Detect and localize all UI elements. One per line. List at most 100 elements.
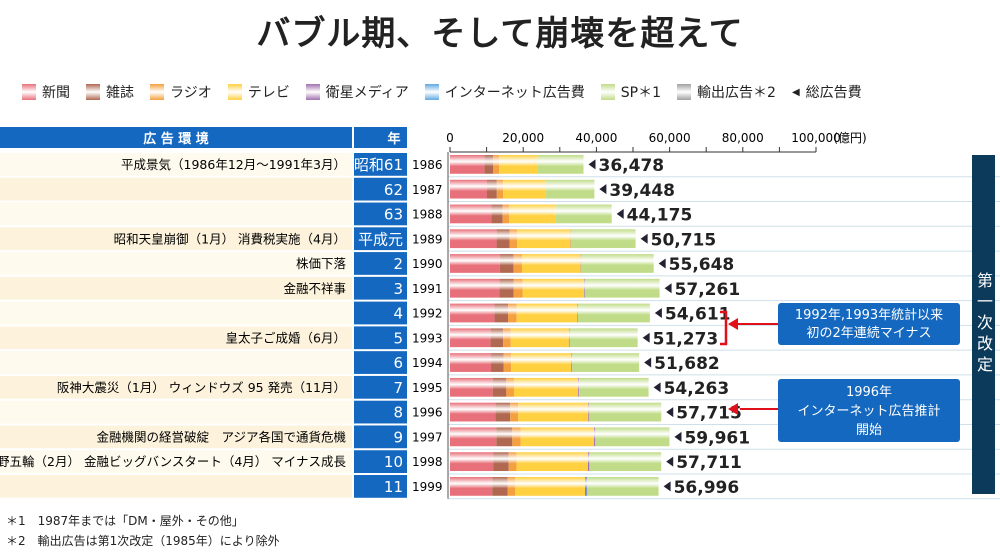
legend-swatch	[424, 84, 439, 100]
bar-segment-テレビ	[499, 155, 538, 174]
side-label-box: 第一次改定	[972, 155, 995, 494]
annotation-text: 1996年	[846, 385, 892, 400]
x-tick-label: 80,000	[722, 131, 764, 145]
bar-segment-新聞	[450, 477, 493, 496]
bar-segment-ラジオ	[496, 179, 504, 199]
event-label: 長野五輪（2月） 金融ビッグバンスタート（4月） マイナス成長	[0, 454, 346, 469]
total-marker	[658, 258, 666, 269]
annotation-text: 1992年,1993年統計以来	[795, 307, 943, 323]
bar-segment-新聞	[450, 254, 500, 273]
bar-segment-新聞	[450, 377, 493, 397]
event-cell	[0, 252, 352, 275]
bar-segment-テレビ	[503, 179, 546, 199]
bar-segment-新聞	[450, 402, 496, 422]
bar-segment-SP＊1	[577, 303, 650, 323]
bar-segment-雑誌	[492, 377, 507, 397]
year-label: 1992	[412, 307, 443, 321]
bar-segment-衛星メディア	[587, 452, 590, 472]
era-label: 平成元	[358, 230, 403, 248]
event-cell	[0, 177, 352, 201]
bar-segment-雑誌	[499, 278, 514, 298]
x-tick-label: 20,000	[502, 131, 544, 145]
total-marker	[588, 159, 596, 170]
bar-segment-テレビ	[510, 328, 569, 348]
bar-segment-ラジオ	[510, 402, 519, 422]
legend-item: ◀ 総広告費	[792, 82, 862, 102]
bar-segment-SP＊1	[537, 155, 584, 174]
annotation-text: 初の2年連続マイナス	[806, 326, 931, 341]
legend-item: ラジオ	[150, 82, 212, 102]
legend-label: テレビ	[247, 85, 290, 101]
event-cell	[0, 475, 352, 498]
era-label: 3	[393, 280, 403, 298]
bar-segment-雑誌	[491, 204, 503, 224]
bar-segment-SP＊1	[545, 179, 595, 199]
era-cell	[354, 326, 407, 350]
x-tick-label: 40,000	[575, 131, 617, 145]
side-label: 第一次改定	[974, 272, 993, 377]
era-label: 10	[384, 453, 403, 471]
total-marker	[674, 431, 682, 442]
bar-segment-SP＊1	[569, 328, 638, 348]
bar-segment-新聞	[450, 278, 500, 298]
bar-segment-ラジオ	[503, 353, 512, 372]
era-label: 62	[384, 181, 403, 199]
bar-segment-テレビ	[521, 254, 581, 273]
bar-segment-衛星メディア	[571, 353, 573, 372]
total-label: 50,715	[651, 230, 717, 250]
arrow-head	[728, 403, 738, 415]
event-label: 阪神大震災（1月） ウィンドウズ 95 発売（11月）	[57, 380, 346, 395]
bar-segment-新聞	[450, 452, 494, 472]
bar-segment-新聞	[450, 179, 487, 199]
total-label: 39,448	[609, 181, 675, 201]
bar-segment-衛星メディア	[583, 278, 585, 298]
year-label: 1990	[412, 257, 443, 271]
event-cell	[0, 425, 352, 449]
era-label: 6	[393, 354, 403, 372]
legend-swatch	[150, 84, 164, 100]
total-label: 56,996	[674, 478, 740, 498]
legend-label: 新聞	[42, 85, 70, 101]
bar-segment-衛星メディア	[588, 402, 590, 422]
event-cell	[0, 301, 352, 325]
event-label: 皇太子ご成婚（6月）	[226, 330, 346, 345]
total-label: 55,648	[669, 255, 735, 275]
legend: 新聞 雑誌 ラジオ テレビ 衛星メディア インターネット広告費 SP＊1 輸出広告＊2 ◀ 総広告…	[22, 82, 862, 102]
bar-segment-雑誌	[496, 427, 513, 447]
header-env-label: 広 告 環 境	[143, 131, 209, 147]
annotation-box	[778, 379, 960, 442]
legend-item: 衛星メディア	[305, 82, 409, 102]
legend-item: 雑誌	[86, 82, 134, 102]
arrow-head	[728, 318, 738, 330]
total-label: 51,682	[654, 354, 720, 374]
era-cell	[354, 475, 407, 498]
legend-label: 雑誌	[106, 85, 134, 101]
bar-segment-新聞	[450, 155, 485, 174]
year-label: 1989	[412, 232, 443, 246]
annotation-box	[778, 303, 960, 345]
era-cell	[354, 177, 407, 201]
header-year-label: 年	[387, 131, 400, 147]
bar-segment-衛星メディア	[580, 254, 582, 273]
total-label: 44,175	[627, 206, 693, 226]
total-label: 54,263	[664, 379, 730, 399]
bar-segment-テレビ	[522, 278, 584, 298]
bar-segment-テレビ	[518, 402, 589, 422]
bar-segment-ラジオ	[506, 377, 514, 397]
era-cell	[354, 400, 407, 424]
total-marker	[642, 332, 650, 343]
x-tick-label: 100,000	[791, 131, 841, 145]
total-label: 57,711	[676, 453, 742, 473]
total-label: 57,261	[675, 280, 741, 300]
total-marker	[666, 456, 674, 467]
legend-item: テレビ	[227, 82, 290, 102]
era-cell	[354, 153, 407, 176]
total-marker	[644, 357, 652, 368]
event-cell	[0, 202, 352, 226]
total-marker	[663, 481, 671, 492]
bar-segment-ラジオ	[508, 303, 517, 323]
bar-segment-新聞	[450, 427, 497, 447]
bar-segment-SP＊1	[555, 204, 612, 224]
era-label: 昭和61	[354, 156, 403, 174]
